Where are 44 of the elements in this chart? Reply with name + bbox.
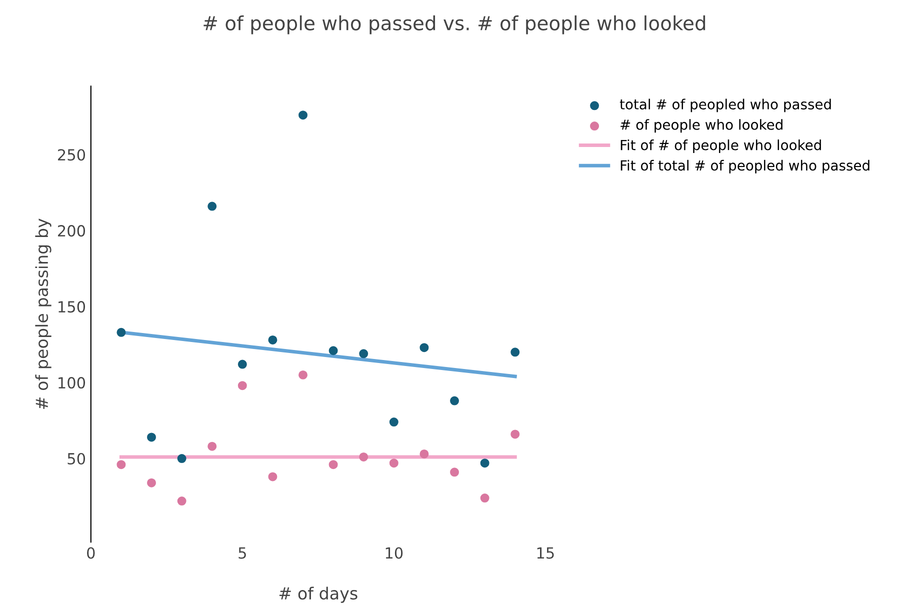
y-tick-label: 100 [58, 377, 86, 389]
point [116, 328, 126, 337]
legend-label: Fit of total # of peopled who passed [620, 160, 870, 174]
chart-title: # of people who passed vs. # of people who looked [204, 15, 706, 34]
point [268, 472, 278, 482]
point [510, 430, 520, 439]
y-tick-label: 200 [58, 225, 86, 237]
point [450, 468, 459, 477]
point [238, 381, 247, 390]
point [450, 396, 459, 406]
point [208, 442, 217, 451]
point [480, 458, 490, 468]
y-tick-label: 50 [68, 452, 86, 465]
x-tick-label: 10 [386, 547, 403, 559]
y-tick-label: 150 [58, 301, 86, 313]
point [480, 494, 490, 503]
y-axis-title: # of people passing by [35, 218, 52, 409]
point [147, 432, 156, 442]
point [298, 370, 308, 380]
x-axis-title: # of days [279, 586, 358, 603]
point [177, 454, 186, 464]
point [268, 335, 278, 344]
y-tick-label: 250 [58, 149, 86, 161]
point [420, 343, 429, 352]
point [510, 348, 520, 357]
point [359, 349, 368, 358]
point [389, 458, 398, 468]
point [389, 418, 398, 427]
point [328, 460, 338, 470]
point [177, 496, 186, 506]
legend-label: total # of peopled who passed [620, 98, 831, 112]
x-tick-label: 5 [238, 547, 246, 559]
x-tick-label: 15 [537, 547, 554, 559]
point [328, 346, 338, 356]
point [208, 202, 217, 211]
point [298, 110, 308, 120]
point [420, 449, 429, 458]
legend-label: # of people who looked [620, 119, 782, 133]
legend-label: Fit of # of people who looked [620, 140, 821, 153]
point [147, 478, 156, 488]
point [116, 460, 126, 470]
x-tick-label: 0 [87, 547, 95, 559]
point [238, 360, 247, 369]
point [359, 452, 368, 462]
